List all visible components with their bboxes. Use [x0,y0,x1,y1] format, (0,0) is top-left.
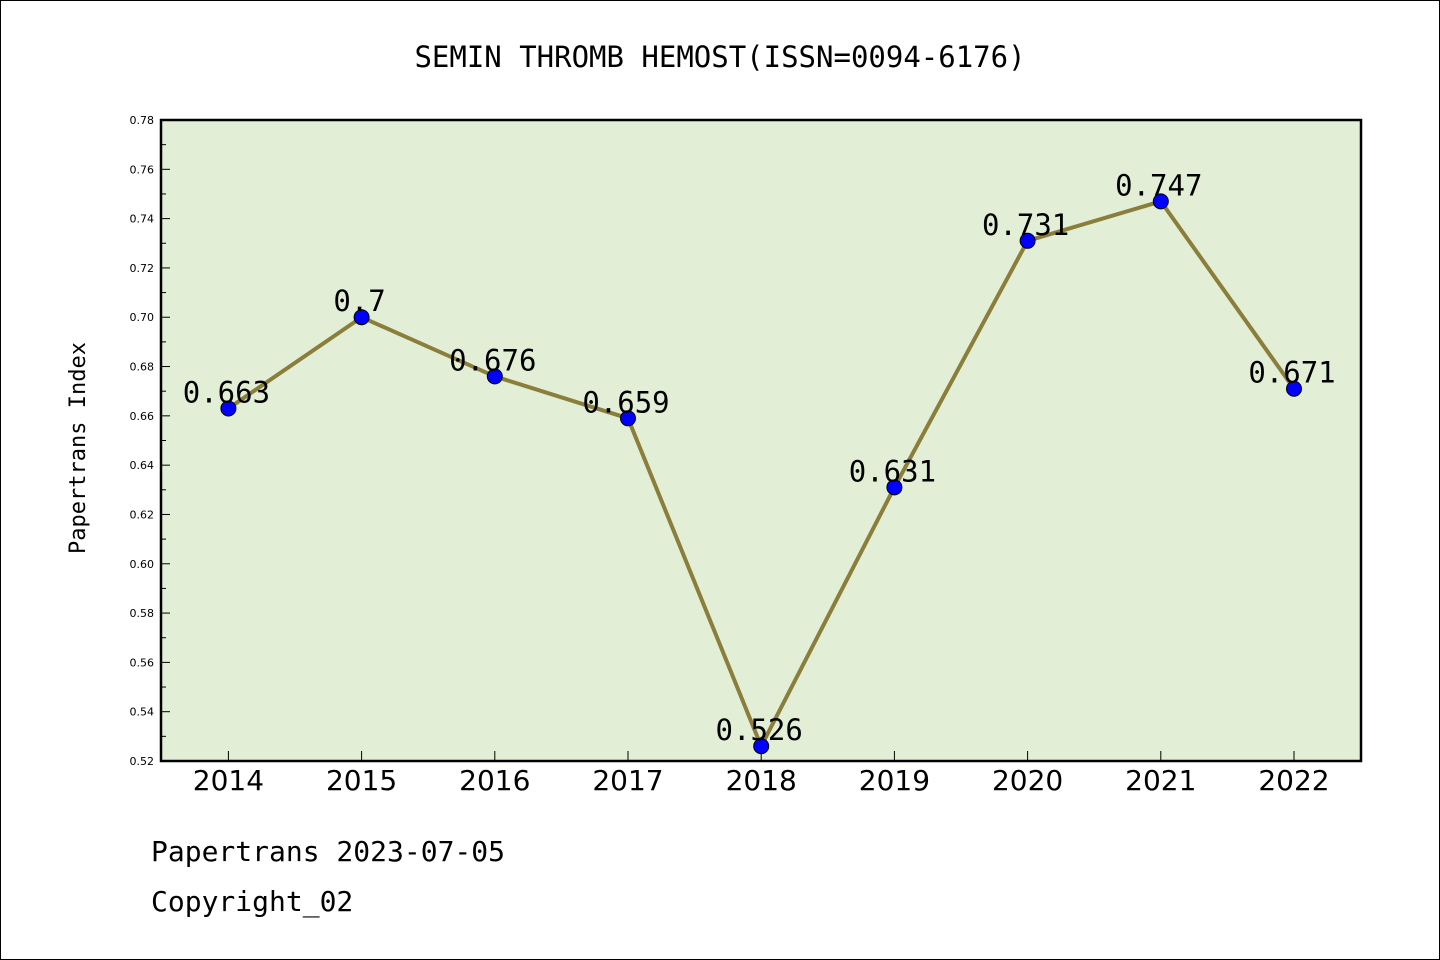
data-label: 0.663 [183,375,270,409]
x-tick-label: 2019 [859,764,930,797]
x-tick-label: 2018 [726,764,797,797]
y-tick-label: 0.76 [130,163,155,176]
data-point [1019,232,1036,249]
data-point [353,309,370,326]
data-label: 0.676 [449,343,536,377]
series-markers [220,193,1302,755]
data-point [220,400,237,417]
data-labels: 0.663 0.7 0.676 0.659 0.526 0.631 0.731 0.747 0.… [183,168,1336,747]
data-label: 0.659 [582,385,669,419]
y-axis-ticks: 0.52 0.54 0.56 0.58 0.60 0.62 0.64 0.66 0.68 0.70… [130,114,170,768]
plot-area [161,120,1361,761]
x-tick-label: 2017 [592,764,663,797]
x-tick-label: 2014 [193,764,264,797]
y-tick-label: 0.60 [130,558,155,571]
data-label: 0.731 [982,208,1069,242]
y-tick-label: 0.74 [130,213,155,226]
y-tick-label: 0.56 [130,656,155,669]
x-axis-ticks: 2014 2015 2016 2017 2018 2019 2020 2021 2022 [193,751,1330,797]
footer-date: Papertrans 2023-07-05 [151,835,506,868]
y-tick-label: 0.68 [130,361,155,374]
data-point [1152,193,1169,210]
y-tick-label: 0.78 [130,114,155,127]
x-tick-label: 2020 [992,764,1063,797]
footer-copyright: Copyright_02 [151,885,354,918]
data-point [753,738,770,755]
x-tick-label: 2015 [326,764,397,797]
data-point [486,368,503,385]
y-tick-label: 0.52 [130,755,155,768]
y-tick-label: 0.54 [130,706,155,719]
data-point [620,410,636,427]
x-tick-label: 2022 [1258,764,1329,797]
data-label: 0.631 [849,454,936,488]
x-tick-label: 2021 [1125,764,1196,797]
y-axis-label: Papertrans Index [66,342,91,554]
data-label: 0.747 [1115,168,1202,202]
data-point [886,479,903,496]
data-point [1286,380,1302,397]
x-tick-label: 2016 [459,764,530,797]
plot-border [159,118,1363,763]
data-label: 0.7 [333,284,385,318]
data-label: 0.671 [1248,356,1335,390]
data-label: 0.526 [716,713,803,747]
y-tick-label: 0.64 [130,459,155,472]
y-tick-label: 0.70 [130,311,155,324]
y-tick-label: 0.72 [130,262,155,275]
chart-title: SEMIN THROMB HEMOST(ISSN=0094-6176) [414,40,1025,74]
y-tick-label: 0.58 [130,607,155,620]
y-tick-label: 0.66 [130,410,155,423]
y-tick-label: 0.62 [130,508,155,521]
